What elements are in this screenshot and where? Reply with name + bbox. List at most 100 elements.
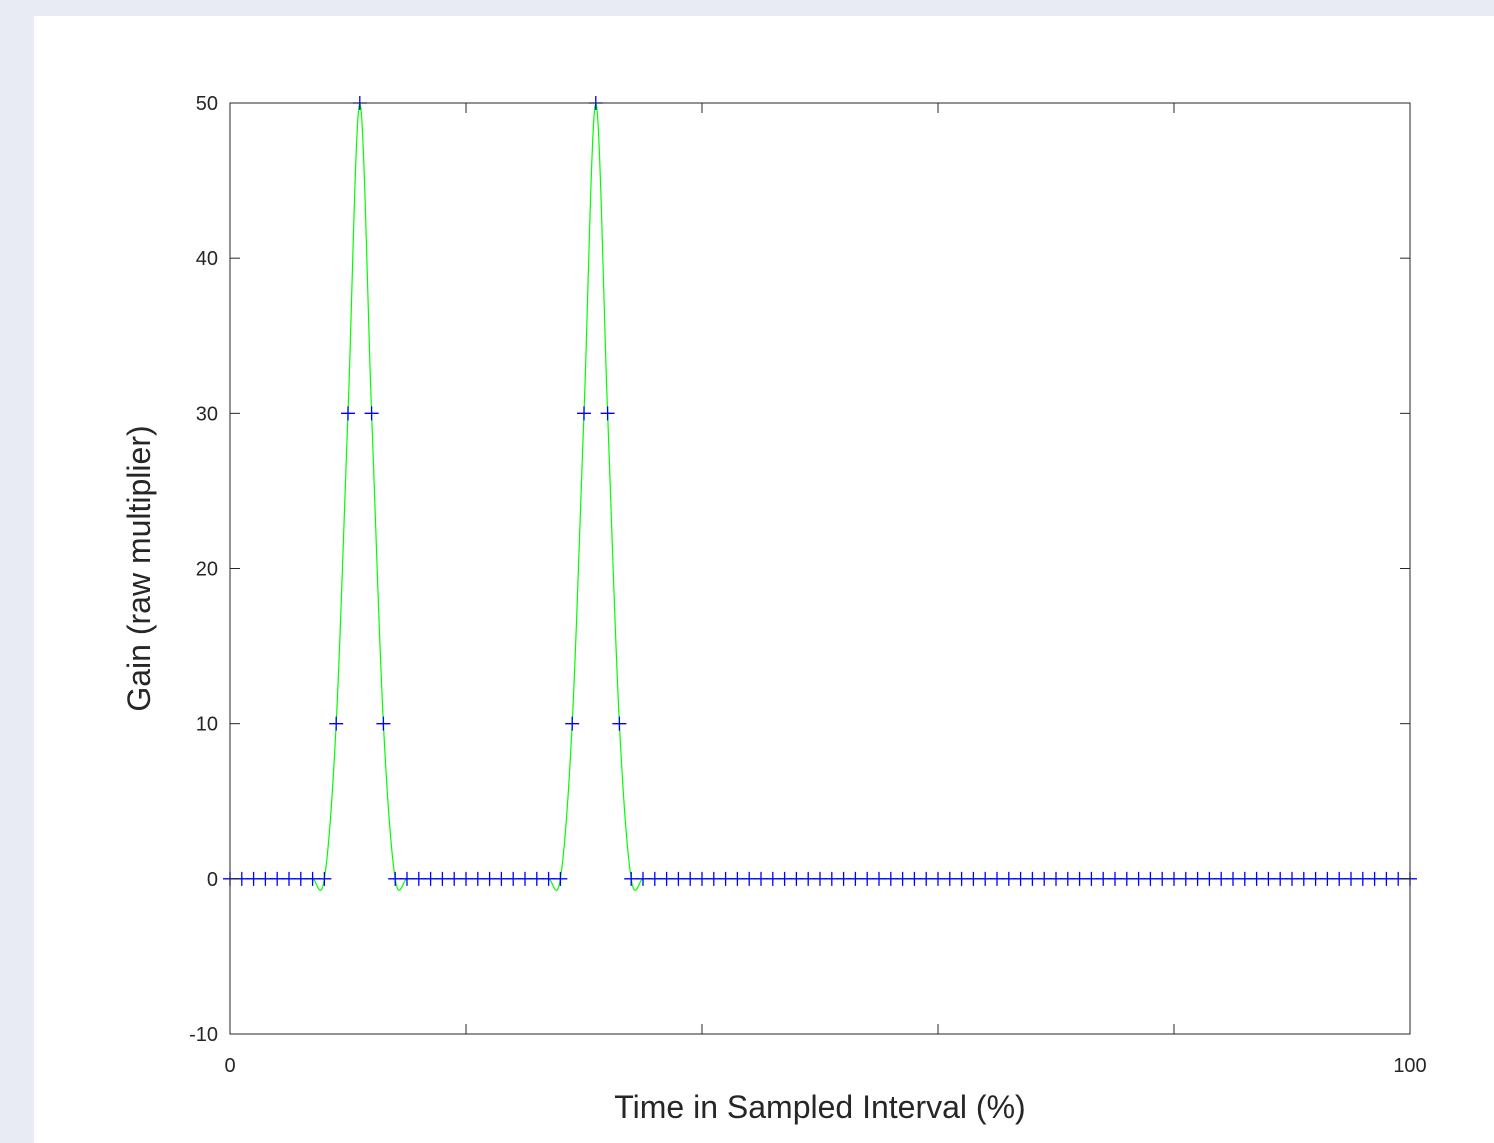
data-point-marker: [919, 871, 934, 886]
data-point-marker: [954, 871, 969, 886]
data-point-marker: [1084, 871, 1099, 886]
curve-layer: [230, 102, 1410, 892]
data-point-marker: [565, 716, 580, 731]
data-point-marker: [246, 871, 261, 886]
data-point-marker: [1108, 871, 1122, 886]
data-point-marker: [1237, 871, 1252, 886]
data-point-marker: [1296, 871, 1311, 886]
data-point-marker: [813, 871, 827, 886]
tick-layer: [229, 102, 1411, 1035]
data-point-marker: [1167, 871, 1181, 886]
data-point-marker: [553, 871, 568, 886]
data-point-marker: [907, 871, 922, 886]
data-point-marker: [1001, 871, 1016, 886]
data-point-marker: [529, 871, 544, 886]
data-point-marker: [282, 871, 296, 886]
data-point-marker: [848, 871, 863, 886]
data-point-marker: [329, 716, 344, 731]
data-point-marker: [482, 871, 497, 886]
data-point-marker: [789, 871, 804, 886]
data-point-marker: [1367, 871, 1382, 886]
y-tick-label: 20: [196, 559, 218, 581]
data-point-marker: [1143, 871, 1158, 886]
data-point-marker: [1261, 871, 1276, 886]
data-point-marker: [1273, 871, 1288, 886]
data-point-marker: [742, 871, 757, 886]
data-point-marker: [659, 871, 674, 886]
y-tick-label: 50: [196, 93, 218, 115]
x-tick-label: 100: [1393, 1055, 1426, 1077]
y-tick-label: 10: [196, 714, 218, 736]
x-axis-label: Time in Sampled Interval (%): [614, 1089, 1025, 1125]
data-point-marker: [1320, 871, 1335, 886]
data-point-marker: [647, 871, 662, 886]
data-point-marker: [376, 716, 391, 731]
data-point-marker: [305, 871, 320, 886]
data-point-marker: [730, 871, 745, 886]
data-point-marker: [1060, 871, 1075, 886]
data-point-marker: [364, 406, 379, 421]
data-point-marker: [1379, 871, 1394, 886]
data-point-marker: [1119, 871, 1134, 886]
data-point-marker: [777, 871, 792, 886]
data-point-marker: [706, 871, 721, 886]
data-point-marker: [494, 871, 509, 886]
data-point-marker: [258, 871, 273, 886]
data-point-marker: [695, 871, 709, 886]
data-point-marker: [447, 871, 462, 886]
data-point-marker: [1202, 871, 1217, 886]
data-point-marker: [895, 871, 910, 886]
data-point-marker: [824, 871, 839, 886]
data-point-marker: [801, 871, 816, 886]
data-point-marker: [754, 871, 768, 886]
axes-box: [229, 102, 1411, 1035]
data-point-marker: [270, 871, 285, 886]
x-tick-label: 0: [224, 1055, 235, 1077]
data-point-marker: [341, 406, 355, 421]
marker-layer: [223, 96, 1417, 886]
data-point-marker: [600, 406, 615, 421]
data-point-marker: [671, 871, 686, 886]
data-point-marker: [400, 871, 414, 886]
data-point-marker: [624, 871, 639, 886]
data-point-marker: [435, 871, 450, 886]
data-point-marker: [1131, 871, 1146, 886]
data-point-marker: [1332, 871, 1347, 886]
data-point-marker: [1285, 871, 1299, 886]
data-point-marker: [1344, 871, 1358, 886]
data-point-marker: [872, 871, 886, 886]
data-point-marker: [411, 871, 426, 886]
data-point-marker: [990, 871, 1004, 886]
data-point-marker: [612, 716, 627, 731]
data-point-marker: [1355, 871, 1370, 886]
y-tick-label: 40: [196, 248, 218, 270]
data-point-marker: [1049, 871, 1063, 886]
data-point-marker: [1155, 871, 1170, 886]
data-point-marker: [1013, 871, 1028, 886]
data-point-marker: [1308, 871, 1323, 886]
data-point-marker: [1190, 871, 1205, 886]
data-point-marker: [683, 871, 698, 886]
data-point-marker: [966, 871, 981, 886]
data-point-marker: [1249, 871, 1264, 886]
data-point-marker: [459, 871, 473, 886]
y-tick-label: 30: [196, 403, 218, 425]
series-line: [230, 102, 1410, 892]
data-point-marker: [506, 871, 521, 886]
data-point-marker: [883, 871, 898, 886]
data-point-marker: [293, 871, 308, 886]
data-point-marker: [931, 871, 945, 886]
y-tick-label: -10: [189, 1024, 218, 1046]
tick-label-layer: -10 0 10 20 30 40 50 0 100: [189, 93, 1427, 1077]
data-point-marker: [765, 871, 780, 886]
data-point-marker: [470, 871, 485, 886]
data-point-marker: [978, 871, 993, 886]
data-point-marker: [541, 871, 556, 886]
data-point-marker: [423, 871, 438, 886]
data-point-marker: [860, 871, 875, 886]
data-point-marker: [942, 871, 957, 886]
data-point-marker: [1072, 871, 1087, 886]
y-tick-label: 0: [207, 869, 218, 891]
figure-canvas: -10 0 10 20 30 40 50 0 100 Time in Sampled Inter…: [34, 16, 1494, 1143]
data-point-marker: [836, 871, 851, 886]
